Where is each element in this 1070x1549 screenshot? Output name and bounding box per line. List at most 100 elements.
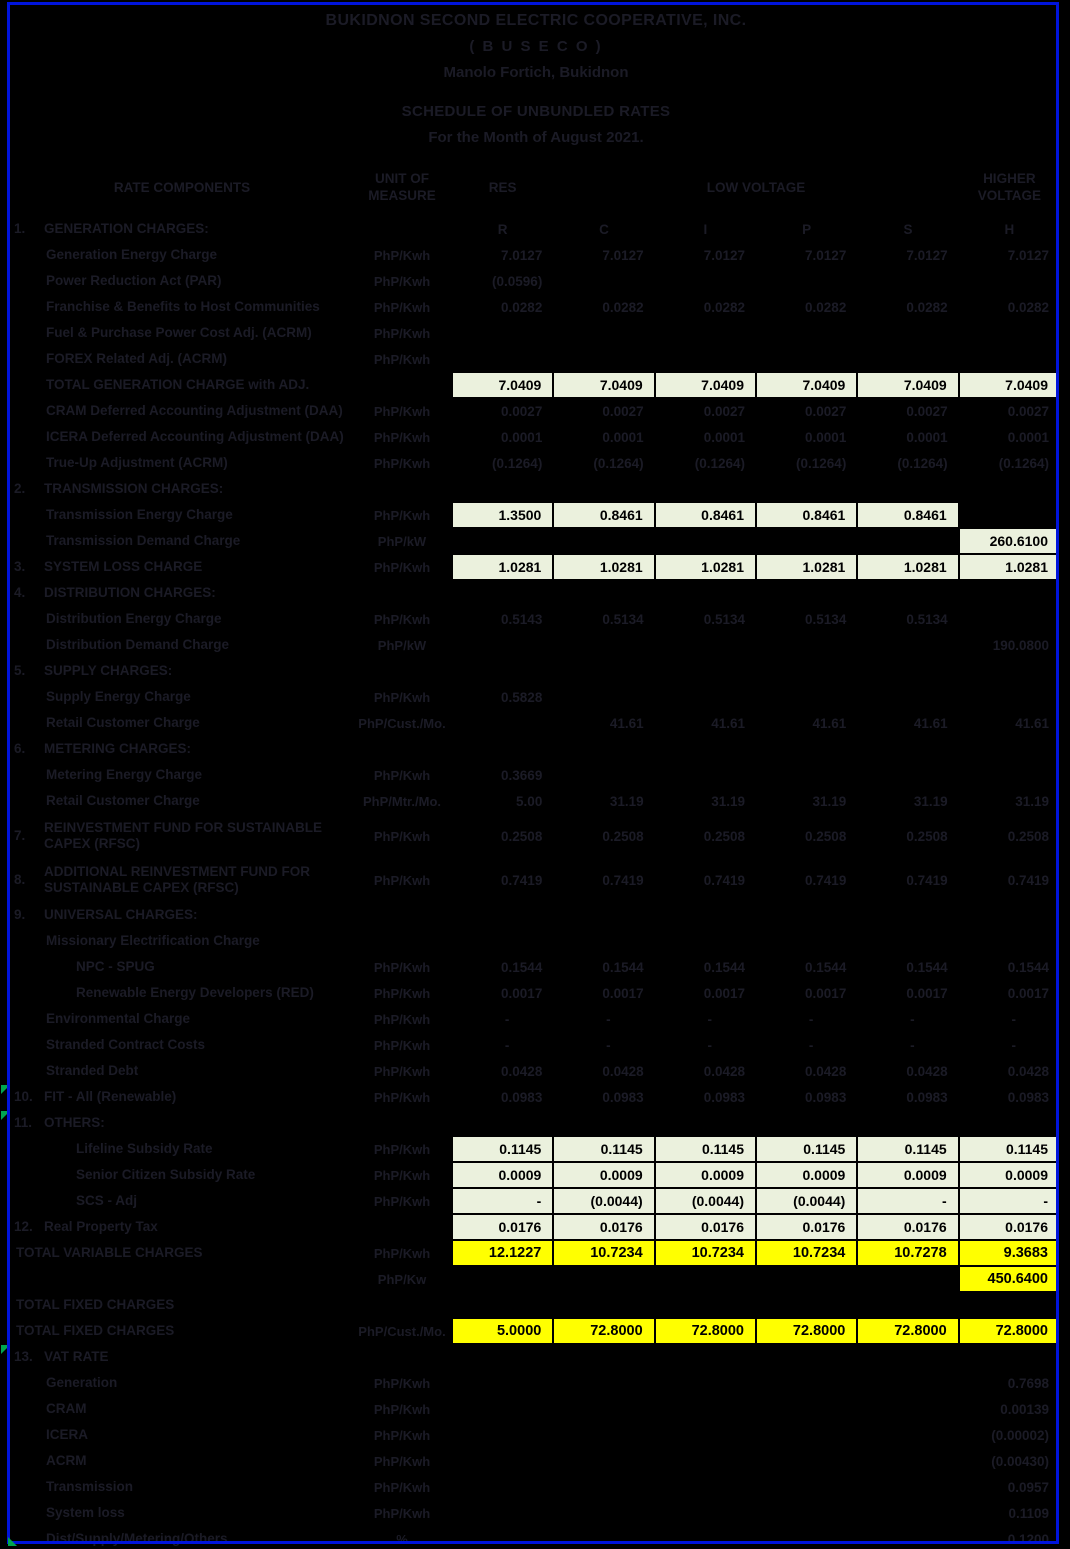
rate-cell: 0.0001 [1007,429,1049,445]
rate-cell: 0.0428 [805,1063,847,1079]
rate-cell: 0.1544 [805,959,847,975]
rate-cell: 0.0983 [501,1089,543,1105]
row-label-cell: Distribution Demand Charge [12,632,352,658]
row-label: Environmental Charge [46,1010,191,1026]
rate-cell: 1.0281 [654,554,756,580]
rate-cell: 0.0176 [958,1214,1060,1240]
section-number: 4. [14,584,26,600]
rate-table-body: 1. GENERATION CHARGES: R C I P S H Generation En… [1,216,1060,1549]
row-label-cell: 12. Real Property Tax [12,1214,352,1240]
table-row: 4. DISTRIBUTION CHARGES: [12,580,1060,606]
rate-cell [655,1474,756,1500]
rate-cell: 0.8461 [553,502,655,528]
row-label-cell: 4. DISTRIBUTION CHARGES: [12,580,352,606]
rate-cell [655,1370,756,1396]
rate-cell [553,580,654,606]
comment-marker-icon [1,1111,10,1120]
row-label-cell: TOTAL FIXED CHARGES [12,1318,352,1344]
rate-cell: - [1011,1037,1017,1053]
rate-cell: (0.0044) [654,1188,756,1214]
rate-cell: 41.61 [711,715,745,731]
rate-cell [857,320,958,346]
rate-cell [756,528,857,554]
unit-label: PhP/Kwh [373,325,431,341]
row-label: NPC - SPUG [76,958,155,974]
rate-cell [655,684,756,710]
rate-cell [857,346,958,372]
table-row: Retail Customer Charge PhP/Cust./Mo. 41.61… [12,710,1060,736]
rate-cell: 1.3500 [452,502,554,528]
comment-marker-icon [8,1537,17,1546]
rate-cell: 0.8461 [857,502,959,528]
rate-cell: 7.0409 [958,372,1060,398]
row-label-cell: Transmission [12,1474,352,1500]
rate-cell [655,928,756,954]
row-label: Stranded Debt [46,1062,139,1078]
row-label: ICERA Deferred Accounting Adjustment (DA… [46,428,344,444]
row-label-cell: TOTAL GENERATION CHARGE with ADJ. [12,372,352,398]
rate-cell [857,1448,958,1474]
unit-label: PhP/kW [377,637,427,653]
row-label-cell: Fuel & Purchase Power Cost Adj. (ACRM) [12,320,352,346]
rate-cell: 1.0281 [958,554,1060,580]
rate-cell [959,928,1060,954]
unit-label: PhP/Cust./Mo. [358,715,446,731]
rate-cell [655,1110,756,1136]
table-header: RATE COMPONENTS UNIT OF MEASURE RES LOW … [12,160,1060,216]
rate-cell: 0.0027 [906,403,948,419]
section-number: 5. [14,662,26,678]
rate-cell: (0.1264) [796,455,847,471]
rate-cell: 0.5134 [805,611,847,627]
unit-label [352,1110,452,1136]
rate-cell: 0.1145 [452,1136,554,1162]
table-row: TOTAL GENERATION CHARGE with ADJ. 7.0409 7… [12,372,1060,398]
unit-label: PhP/Kwh [373,959,431,975]
row-label: ACRM [46,1452,87,1468]
row-label-cell: TOTAL FIXED CHARGES [12,1292,352,1318]
rate-cell: 0.0282 [906,299,948,315]
rate-cell [553,658,654,684]
unit-label [352,216,452,242]
rate-cell: 0.0009 [958,1162,1060,1188]
row-label-cell: Transmission Demand Charge [12,528,352,554]
rate-cell: 0.0983 [1007,1089,1049,1105]
unit-label: PhP/Kwh [373,1089,431,1105]
rate-cell: 0.1145 [756,1136,858,1162]
rate-cell: 31.19 [711,793,745,809]
rate-cell [857,762,958,788]
rate-cell: 31.19 [609,793,644,809]
row-label: TOTAL GENERATION CHARGE with ADJ. [46,376,310,392]
row-label-cell: 6. METERING CHARGES: [12,736,352,762]
row-label-cell: Retail Customer Charge [12,788,352,814]
row-label: TRANSMISSION CHARGES: [44,480,224,496]
section-number: 2. [14,480,26,496]
rate-cell: 0.0017 [906,985,948,1001]
rate-cell: 72.8000 [654,1318,756,1344]
row-label: Lifeline Subsidy Rate [76,1140,213,1156]
rate-cell [857,1422,958,1448]
row-label-cell: Lifeline Subsidy Rate [12,1136,352,1162]
table-row: Senior Citizen Subsidy Rate PhP/Kwh 0.0009… [12,1162,1060,1188]
table-row: Dist/Supply/Metering/Others% 0.1200 [12,1526,1060,1549]
rate-cell: (0.0044) [553,1188,655,1214]
row-label: Transmission Demand Charge [46,532,241,548]
rate-cell [857,476,958,502]
rate-cell: 0.0282 [501,299,543,315]
rate-cell [857,1292,958,1318]
rate-cell [553,346,654,372]
rate-cell [655,1500,756,1526]
rate-cell: 10.7234 [553,1240,655,1266]
rate-cell [756,762,857,788]
rate-cell [553,1370,654,1396]
row-label-cell: NPC - SPUG [12,954,352,980]
rate-cell [857,580,958,606]
rate-cell [655,1448,756,1474]
table-row: 7. REINVESTMENT FUND FOR SUSTAINABLE CAPE… [12,814,1060,858]
rate-cell: 0.0017 [602,985,644,1001]
rate-cell: 7.0409 [452,372,554,398]
rate-cell: 0.0428 [501,1063,543,1079]
rate-cell [452,1526,553,1549]
rate-cell [553,476,654,502]
row-label-cell: 11. OTHERS: [12,1110,352,1136]
rate-cell: 0.0001 [906,429,948,445]
